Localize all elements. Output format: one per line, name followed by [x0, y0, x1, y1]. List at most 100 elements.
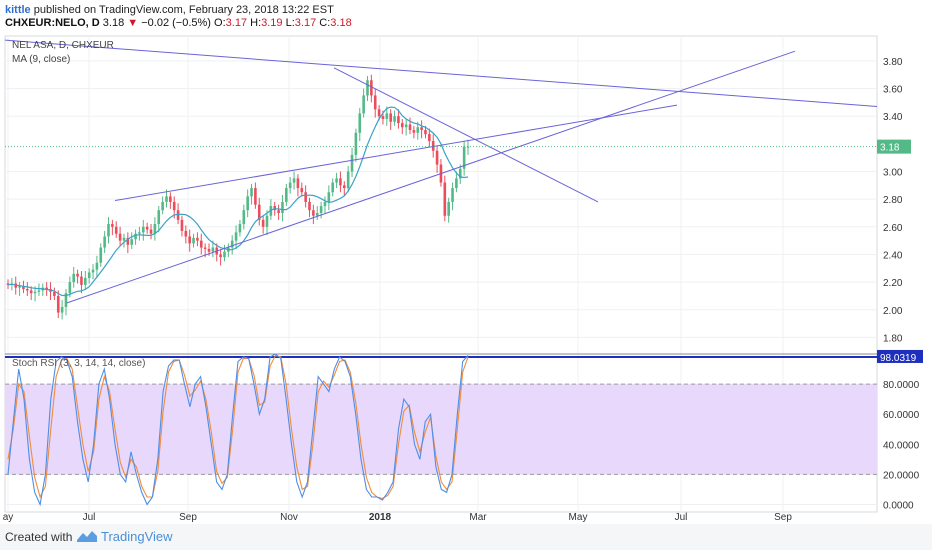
candle-body: [366, 80, 369, 96]
chart-header: kittle published on TradingView.com, Feb…: [0, 0, 932, 36]
candle-body: [458, 168, 462, 179]
candle-body: [308, 201, 311, 211]
main-pane-title: NEL ASA, D, CHXEUR: [12, 40, 114, 51]
time-axis[interactable]: ay Jul Sep Nov 2018 Mar May Jul Sep: [3, 512, 793, 523]
candle-body: [165, 196, 168, 202]
candle-body: [455, 178, 458, 189]
stoch-tick-label: 80.0000: [883, 380, 920, 391]
open-value: 3.17: [225, 17, 248, 29]
candle-body: [114, 226, 118, 234]
ma-legend[interactable]: MA (9, close): [12, 54, 70, 65]
candle-body: [188, 236, 191, 244]
x-tick-label: ay: [3, 512, 14, 523]
candle-body: [462, 146, 466, 169]
candle-body: [207, 248, 211, 252]
candle-body: [103, 236, 106, 248]
candle-body: [300, 188, 304, 193]
candle-body: [428, 134, 431, 142]
stoch-pane-title[interactable]: Stoch RSI (3, 3, 14, 14, close): [12, 358, 145, 369]
candle-body: [196, 237, 199, 241]
stoch-tick-label: 40.0000: [883, 440, 920, 451]
candle-body: [111, 224, 114, 227]
candle-body: [230, 240, 234, 248]
candle-body: [184, 230, 188, 237]
trendlines[interactable]: [4, 39, 878, 304]
candle-body: [377, 109, 381, 117]
price-tick-label: 2.80: [883, 195, 903, 206]
trendline-upper-resistance[interactable]: [4, 39, 878, 108]
candle-body: [203, 247, 207, 249]
trendline-triangle-lower[interactable]: [66, 50, 796, 304]
stoch-axis[interactable]: 80.0000 60.0000 40.0000 20.0000 0.0000: [883, 380, 920, 511]
candle-body: [327, 192, 331, 202]
x-tick-label: Mar: [469, 512, 487, 523]
price-tick-label: 2.40: [883, 250, 903, 261]
candle-body: [238, 224, 242, 233]
candle-body: [33, 291, 37, 294]
candle-body: [130, 239, 133, 245]
x-tick-label: Sep: [179, 512, 197, 523]
candle-body: [153, 224, 157, 234]
price-tick-label: 2.00: [883, 306, 903, 317]
candle-body: [180, 219, 184, 231]
candle-body: [358, 113, 362, 133]
candle-body: [431, 141, 435, 151]
candle-body: [393, 116, 396, 122]
author-link[interactable]: kittle: [5, 4, 31, 16]
candle-body: [261, 219, 265, 227]
high-label: H:: [250, 17, 262, 29]
candle-body: [323, 201, 327, 207]
candle-body: [84, 277, 87, 285]
stoch-tick-label: 20.0000: [883, 470, 920, 481]
stoch-last-value-tag: 98.0319: [877, 349, 923, 364]
tradingview-logo-icon[interactable]: [76, 528, 98, 544]
candle-body: [149, 229, 153, 234]
candle-body: [80, 276, 83, 285]
x-tick-label: Nov: [280, 512, 298, 523]
candle-body: [234, 232, 238, 241]
candle-body: [466, 146, 470, 148]
candle-body: [292, 178, 296, 183]
candle-body: [91, 269, 95, 273]
candle-body: [397, 116, 400, 124]
candle-body: [176, 210, 180, 220]
last-price-tag-text: 3.18: [880, 143, 900, 154]
candle-body: [343, 185, 346, 189]
ohlc-line: CHXEUR:NELO, D 3.18 ▼ −0.02 (−0.5%) O:3.…: [5, 17, 352, 29]
trendline-descending-line[interactable]: [333, 67, 599, 203]
candle-body: [373, 95, 377, 110]
candle-body: [6, 283, 10, 285]
candle-body: [72, 273, 76, 283]
candle-body: [265, 215, 269, 227]
candle-body: [172, 201, 176, 211]
last-price-tag: 3.18: [877, 139, 911, 154]
stoch-band: [5, 384, 877, 475]
tradingview-brand[interactable]: TradingView: [101, 529, 173, 544]
candle-body: [435, 150, 439, 165]
close-label: C:: [319, 17, 331, 29]
chart-canvas[interactable]: 3.80 3.60 3.40 3.00 2.80 2.60 2.40 2.20 2.00 1.80…: [0, 0, 932, 524]
candle-body: [257, 204, 261, 220]
candle-body: [389, 113, 392, 122]
price-tick-label: 3.80: [883, 57, 903, 68]
symbol-label[interactable]: CHXEUR:NELO, D: [5, 17, 100, 29]
candle-body: [447, 201, 450, 216]
candle-body: [281, 201, 284, 213]
candle-body: [223, 251, 226, 258]
candle-body: [107, 224, 110, 237]
candle-body: [45, 287, 48, 290]
price-axis[interactable]: 3.80 3.60 3.40 3.00 2.80 2.60 2.40 2.20 2.00 1.80: [883, 57, 903, 345]
candle-body: [250, 188, 253, 197]
trendline-triangle-upper[interactable]: [114, 104, 678, 202]
candle-body: [381, 116, 385, 119]
candle-body: [134, 233, 137, 240]
ma-line: [7, 106, 469, 297]
open-label: O:: [214, 17, 226, 29]
candle-body: [285, 188, 288, 202]
candle-body: [408, 124, 412, 131]
price-tick-label: 3.00: [883, 167, 903, 178]
low-value: 3.17: [294, 17, 317, 29]
last-price: 3.18: [102, 17, 125, 29]
candle-body: [169, 196, 172, 202]
candle-body: [370, 80, 373, 96]
